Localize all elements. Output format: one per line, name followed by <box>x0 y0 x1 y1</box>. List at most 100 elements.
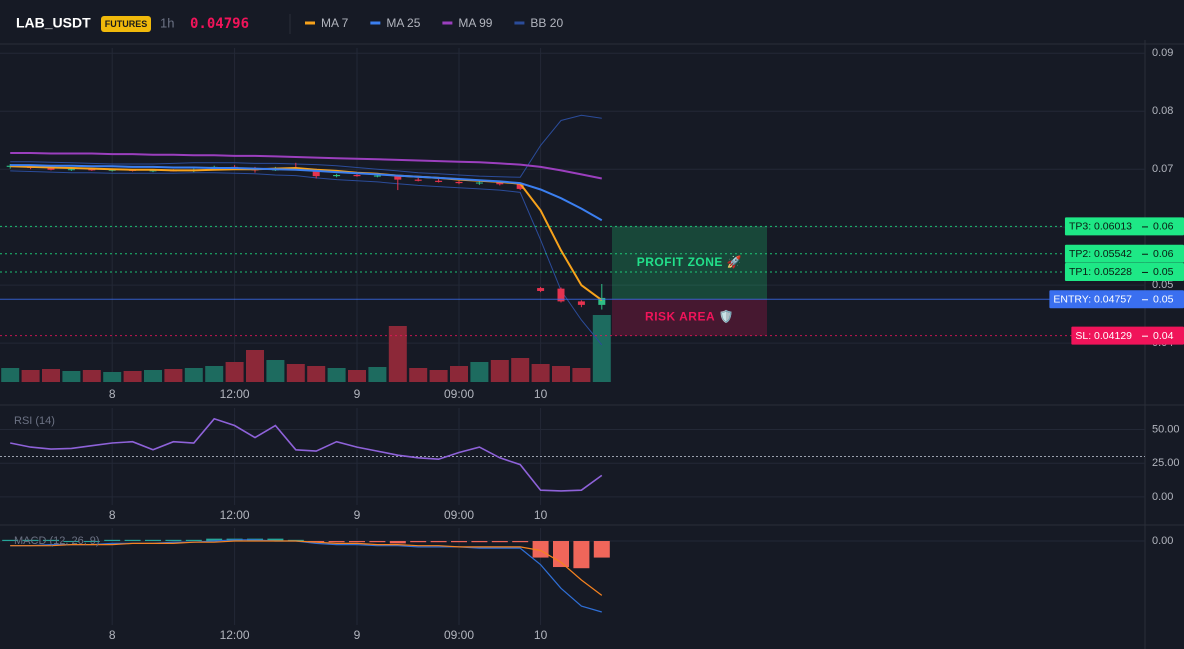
candle-body <box>577 301 585 305</box>
volume-bar <box>246 350 264 382</box>
histogram-bar <box>145 539 161 542</box>
volume-bar <box>327 368 346 382</box>
candle-body <box>47 168 55 170</box>
zone <box>612 299 767 336</box>
interval: 1h <box>160 15 174 30</box>
volume-bar <box>572 368 591 382</box>
bb-lower <box>10 170 603 346</box>
volume-bar <box>286 364 305 382</box>
volume-bar <box>103 372 122 382</box>
bb-upper <box>10 114 602 178</box>
candle-body <box>435 180 443 182</box>
volume-bar <box>1 368 20 382</box>
level-tag-label: ENTRY: 0.04757 <box>1053 294 1132 306</box>
y-tick-label: 0.07 <box>1152 163 1173 175</box>
x-tick-label: 8 <box>109 628 116 642</box>
level-tag <box>1049 290 1184 309</box>
symbol: LAB_USDT <box>16 15 91 31</box>
histogram-bar <box>206 538 223 542</box>
volume-bar <box>470 362 489 382</box>
volume-bar <box>409 368 428 382</box>
histogram-bar <box>410 541 427 543</box>
x-tick-label: 09:00 <box>444 508 474 522</box>
y-tick-label: 25.00 <box>1152 457 1180 469</box>
candle-body <box>312 169 320 177</box>
level-tag-label: SL: 0.04129 <box>1075 330 1132 342</box>
candle-body <box>373 175 381 177</box>
candle-body <box>475 182 483 184</box>
zone-label: RISK AREA 🛡️ <box>645 310 734 324</box>
candle-body <box>333 174 341 177</box>
histogram-bar <box>124 539 141 542</box>
candle-body <box>6 165 14 167</box>
moving-average <box>10 152 602 180</box>
histogram-bar <box>328 541 345 543</box>
histogram-bar <box>83 541 100 543</box>
level-tag <box>1071 326 1184 345</box>
level-axis-label: 0.05 <box>1153 266 1174 278</box>
histogram-bar <box>165 539 182 542</box>
panel-title: MACD (12, 26, 9) <box>14 535 100 547</box>
legend-label: MA 99 <box>458 16 492 30</box>
badge-bg <box>101 16 151 32</box>
candle-body <box>414 179 422 181</box>
histogram-bar <box>22 539 39 542</box>
x-tick-label: 09:00 <box>444 387 474 401</box>
mark-layer <box>0 114 1145 613</box>
histogram-bar <box>430 541 447 543</box>
volume-bar <box>429 370 448 382</box>
level-axis-label: 0.04 <box>1153 330 1174 342</box>
volume-bar <box>307 366 326 382</box>
candle-body <box>88 169 96 171</box>
volume-bar <box>511 358 530 382</box>
histogram-bar <box>593 541 610 558</box>
volume-bar <box>490 360 509 382</box>
volume-bar <box>450 366 468 382</box>
level-axis-label: 0.05 <box>1153 294 1174 306</box>
candle-body <box>67 169 75 171</box>
zone <box>612 226 767 300</box>
histogram-bar <box>104 539 121 542</box>
candle-body <box>353 174 361 177</box>
candle-body <box>537 288 545 291</box>
volume-bar <box>552 366 570 382</box>
level-tag-label: TP1: 0.05228 <box>1069 266 1132 278</box>
volume-bar <box>21 370 40 382</box>
histogram-bar <box>573 541 590 569</box>
histogram-bar <box>369 541 386 543</box>
volume-bar <box>82 370 101 382</box>
moving-average <box>10 164 603 222</box>
histogram-bar <box>185 539 202 542</box>
histogram-bar <box>512 541 529 543</box>
x-tick-label: 10 <box>534 628 548 642</box>
volume-bar <box>164 369 183 382</box>
histogram-bar <box>389 541 406 544</box>
volume-bar <box>266 360 285 382</box>
candle-body <box>149 170 157 172</box>
x-tick-label: 9 <box>354 387 361 401</box>
candle-body <box>598 297 606 305</box>
legend-label: MA 7 <box>321 16 349 30</box>
y-tick-label: 50.00 <box>1152 423 1180 435</box>
volume-bar <box>348 370 366 382</box>
x-tick-label: 8 <box>109 508 116 522</box>
y-tick-label: 0.09 <box>1152 47 1173 59</box>
volume-bar <box>144 370 162 382</box>
volume-bar <box>388 326 407 382</box>
zone-label: PROFIT ZONE 🚀 <box>637 255 742 269</box>
volume-bar <box>225 362 244 382</box>
histogram-bar <box>267 538 284 542</box>
x-tick-label: 9 <box>354 508 361 522</box>
histogram-bar <box>553 541 569 568</box>
volume-bar <box>62 371 81 382</box>
last-price: 0.04796 <box>190 16 249 32</box>
level-tag <box>1064 244 1184 263</box>
x-tick-label: 10 <box>534 387 548 401</box>
candle-body <box>557 288 565 302</box>
x-tick-label: 12:00 <box>220 387 250 401</box>
volume-bar <box>368 367 387 382</box>
candle-body <box>455 181 463 184</box>
volume-bar <box>205 366 224 382</box>
